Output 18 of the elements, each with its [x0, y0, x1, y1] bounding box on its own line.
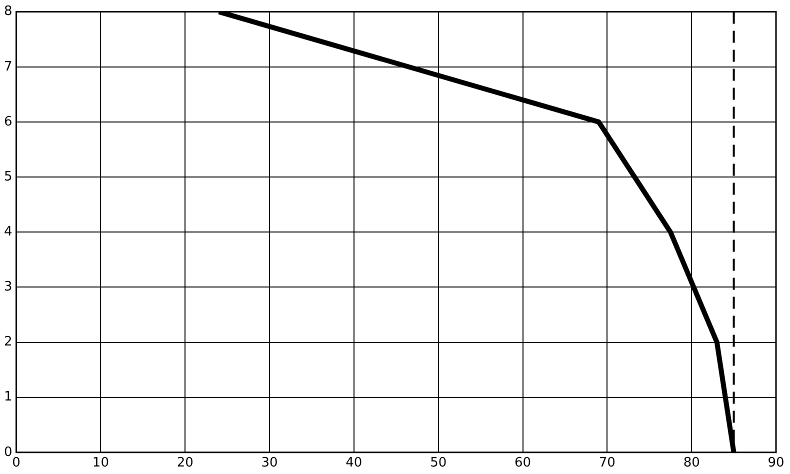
y-tick-label: 0 — [4, 444, 12, 460]
y-tick-label: 4 — [4, 224, 12, 240]
x-tick-label: 30 — [261, 456, 278, 471]
x-tick-label: 80 — [683, 456, 700, 471]
x-tick-label: 10 — [92, 456, 109, 471]
x-tick-label: 60 — [514, 456, 532, 471]
y-tick-label: 6 — [4, 114, 12, 130]
y-tick-label: 3 — [4, 280, 12, 295]
x-tick-label: 50 — [430, 456, 447, 471]
y-tick-label: 2 — [4, 334, 12, 350]
x-tick-label: 20 — [176, 456, 194, 471]
y-tick-label: 5 — [4, 169, 12, 184]
y-tick-label: 8 — [4, 4, 12, 20]
y-tick-label: 7 — [4, 59, 12, 74]
x-tick-label: 40 — [346, 456, 362, 471]
y-tick-label: 1 — [4, 390, 12, 405]
x-tick-label: 90 — [768, 456, 784, 471]
x-tick-label: 70 — [598, 456, 616, 471]
